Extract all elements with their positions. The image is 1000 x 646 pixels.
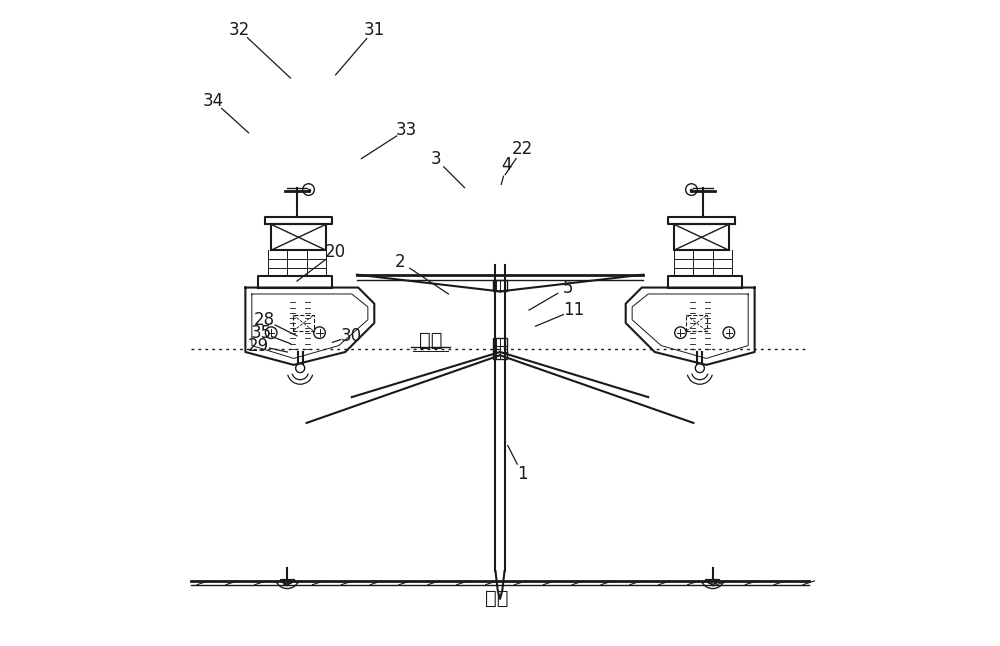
Text: 29: 29 (248, 337, 269, 355)
Text: 5: 5 (562, 278, 573, 297)
Text: 31: 31 (364, 21, 385, 39)
Bar (293, 315, 314, 331)
Text: 34: 34 (203, 92, 224, 110)
Text: 35: 35 (251, 324, 272, 342)
Text: 20: 20 (325, 243, 346, 261)
Text: 3: 3 (430, 150, 441, 167)
Text: 28: 28 (254, 311, 275, 329)
Bar (493, 339, 507, 359)
Text: 4: 4 (501, 156, 512, 174)
Text: 1: 1 (517, 466, 528, 483)
Text: 海面: 海面 (419, 331, 442, 350)
Text: 32: 32 (228, 21, 250, 39)
Text: 22: 22 (512, 140, 533, 158)
Bar (493, 280, 507, 291)
Text: 33: 33 (396, 121, 417, 139)
Text: 11: 11 (564, 301, 585, 319)
Text: 30: 30 (341, 327, 362, 345)
Bar (686, 315, 707, 331)
Text: 泥面: 泥面 (485, 589, 509, 609)
Text: 2: 2 (395, 253, 405, 271)
